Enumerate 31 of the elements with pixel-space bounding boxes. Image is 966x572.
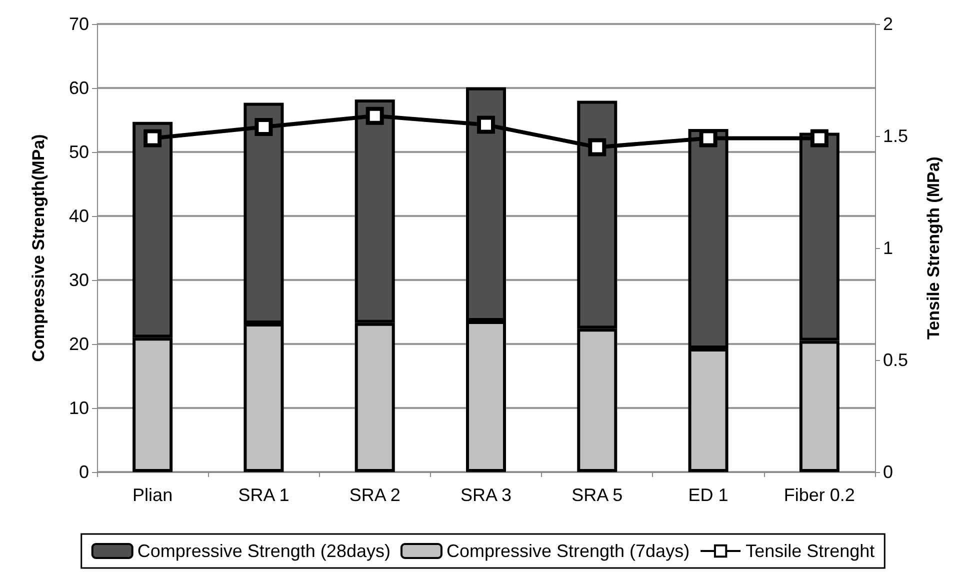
point [254,118,273,136]
y2-tick-label: 0.5 [883,350,908,370]
y2-tick-label: 1 [883,238,894,258]
point [810,129,828,148]
point [477,116,495,134]
y-tick-label: 10 [68,398,89,418]
y-tick-label: 70 [68,14,89,34]
legend-label: Compressive Strength (28days) [137,541,390,561]
x-tick-label: Fiber 0.2 [784,485,855,505]
point [366,106,384,125]
point [144,129,162,148]
y-tick-label: 60 [68,78,89,98]
y2-tick-label: 1.5 [883,126,908,146]
x-tick-label: SRA 2 [349,485,400,505]
y-tick-label: 30 [68,270,89,290]
x-tick-label: SRA 5 [572,485,623,505]
y-tick-label: 50 [68,142,89,162]
y-tick-label: 0 [78,462,89,482]
y2-axis-title: Tensile Strength (MPa) [924,156,943,340]
y-axis-title: Compressive Strength(MPa) [29,134,48,362]
y-tick-label: 20 [68,334,89,354]
x-tick-label: Plian [132,485,173,505]
y2-tick-label: 0 [883,462,894,482]
y2-tick-label: 2 [883,14,894,34]
x-tick-label: ED 1 [688,485,728,505]
legend-label: Tensile Strenght [746,541,875,561]
x-tick-label: SRA 3 [460,485,512,505]
y-tick-label: 40 [68,206,89,226]
point [588,138,606,156]
x-tick-label: SRA 1 [238,485,290,505]
legend-label: Compressive Strength (7days) [446,541,690,561]
